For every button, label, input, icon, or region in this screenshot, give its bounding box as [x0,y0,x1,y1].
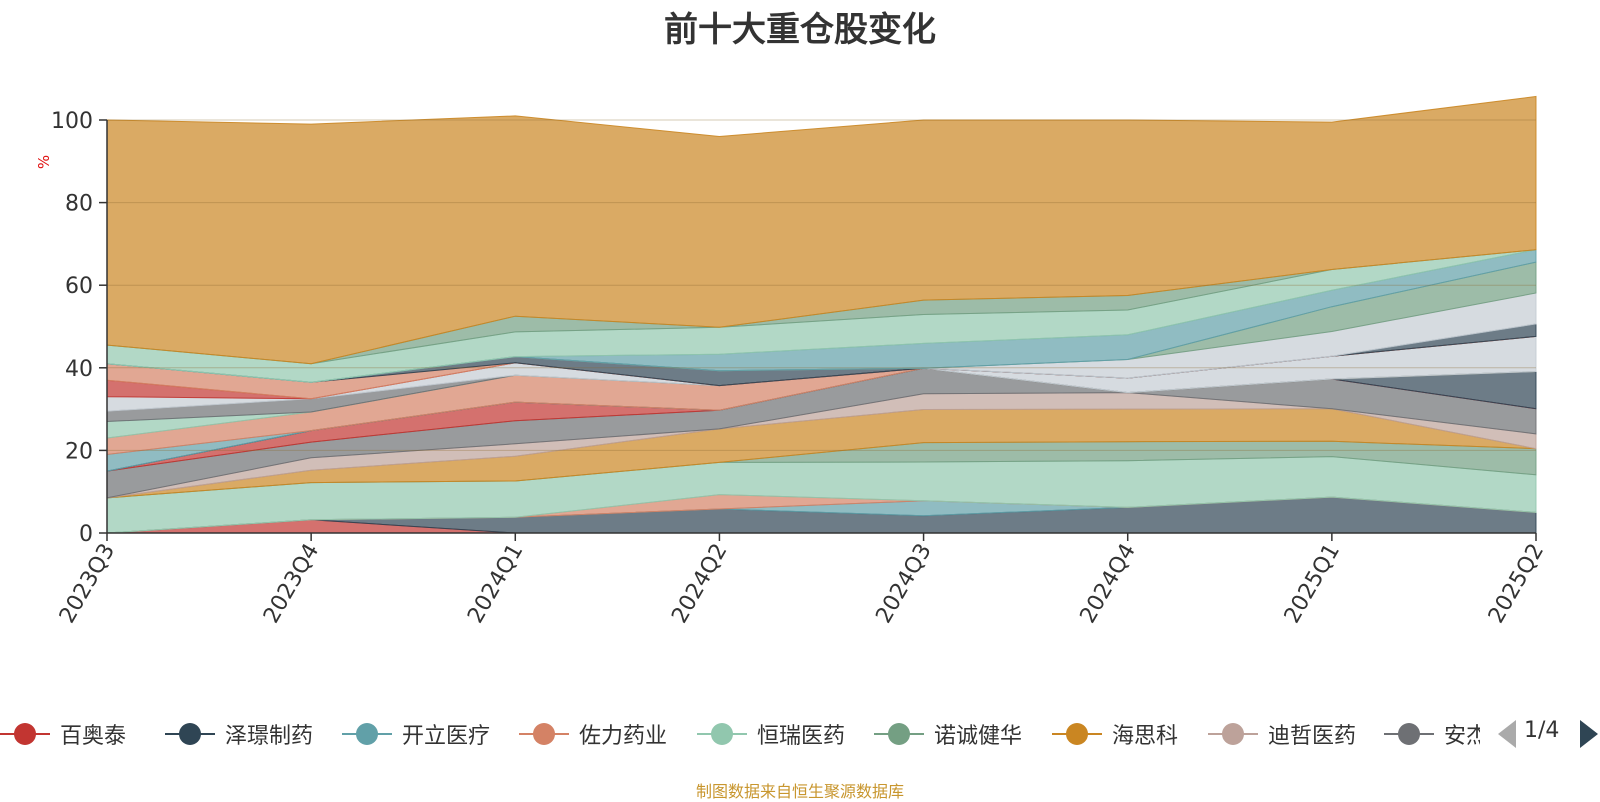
series-areas [106,95,1537,534]
legend-item[interactable]: 诺诚健华 [874,716,1022,752]
series-area-25 [106,95,1537,365]
y-tick-label: 0 [79,522,93,547]
legend-label: 安杰思 [1444,724,1480,749]
legend-marker-icon [1384,716,1434,752]
y-tick-label: 20 [65,439,93,464]
legend-label: 开立医疗 [402,724,491,749]
legend-marker-icon [519,716,569,752]
triangle-left-icon[interactable] [1498,720,1516,748]
y-axis-unit-label: % [35,155,53,169]
legend-items: 百奥泰 泽璟制药 开立医疗 佐力药业 恒瑞医药 诺诚健华 海思科 迪哲医药 安杰思 [0,716,1480,752]
y-tick-label: 60 [65,274,93,299]
triangle-right-icon[interactable] [1580,720,1598,748]
legend-label: 泽璟制药 [225,724,314,749]
legend-label: 海思科 [1112,724,1179,749]
legend-page-indicator: 1/4 [1524,718,1560,743]
legend-label: 诺诚健华 [934,724,1023,749]
legend-item[interactable]: 迪哲医药 [1208,716,1356,752]
legend-marker-icon [697,716,747,752]
x-tick-label: 2024Q4 [1076,540,1141,628]
y-tick-label: 100 [51,109,93,134]
x-tick-label: 2024Q2 [667,540,732,628]
legend: 百奥泰 泽璟制药 开立医疗 佐力药业 恒瑞医药 诺诚健华 海思科 迪哲医药 安杰思 1/4 [0,716,1600,752]
y-tick-label: 40 [65,357,93,382]
legend-item[interactable]: 佐力药业 [519,716,667,752]
legend-pager: 1/4 [1498,716,1600,752]
legend-marker-icon [165,716,215,752]
x-tick-label: 2024Q1 [463,540,528,628]
x-tick-label: 2023Q4 [259,540,324,628]
legend-item[interactable]: 百奥泰 [0,716,126,752]
legend-item[interactable]: 泽璟制药 [165,716,313,752]
legend-item[interactable]: 海思科 [1052,716,1178,752]
legend-marker-icon [342,716,392,752]
x-tick-label: 2024Q3 [871,540,936,628]
legend-label: 恒瑞医药 [757,724,846,749]
legend-marker-icon [1208,716,1258,752]
legend-label: 迪哲医药 [1268,724,1357,749]
x-tick-label: 2025Q1 [1280,540,1345,628]
legend-marker-icon [0,716,50,752]
y-tick-label: 80 [65,192,93,217]
x-tick-label: 2023Q3 [55,540,120,628]
x-tick-label: 2025Q2 [1484,540,1549,628]
legend-item[interactable]: 安杰思 [1384,716,1480,752]
legend-item[interactable]: 恒瑞医药 [697,716,845,752]
legend-item[interactable]: 开立医疗 [342,716,490,752]
legend-label: 佐力药业 [579,724,668,749]
legend-label: 百奥泰 [60,724,127,749]
chart-title: 前十大重仓股变化 [664,10,936,50]
legend-marker-icon [874,716,924,752]
data-source-note: 制图数据来自恒生聚源数据库 [695,782,904,801]
legend-marker-icon [1052,716,1102,752]
